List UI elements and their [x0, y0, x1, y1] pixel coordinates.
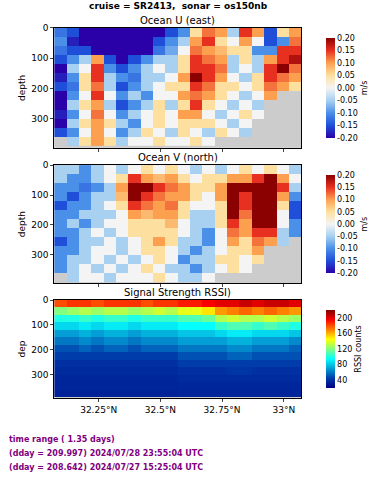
- svg-text:300: 300: [31, 250, 48, 260]
- svg-text:0.15: 0.15: [337, 183, 355, 192]
- svg-text:200: 200: [31, 345, 48, 355]
- svg-text:0.20: 0.20: [337, 34, 355, 43]
- svg-text:0: 0: [43, 295, 49, 305]
- svg-text:0.05: 0.05: [337, 208, 355, 217]
- svg-text:32.5°N: 32.5°N: [145, 405, 176, 415]
- svg-text:0: 0: [43, 160, 49, 170]
- svg-text:m/s: m/s: [360, 81, 369, 96]
- svg-text:-0.10: -0.10: [337, 109, 358, 118]
- svg-text:-0.15: -0.15: [337, 257, 358, 266]
- svg-text:0.05: 0.05: [337, 71, 355, 80]
- svg-text:100: 100: [31, 53, 48, 63]
- svg-text:300: 300: [31, 370, 48, 380]
- svg-text:32.25°N: 32.25°N: [80, 405, 117, 415]
- svg-text:0.20: 0.20: [337, 171, 355, 180]
- svg-text:0.00: 0.00: [337, 84, 355, 93]
- svg-text:33°N: 33°N: [272, 405, 295, 415]
- svg-text:120: 120: [337, 345, 352, 354]
- svg-text:dep: dep: [17, 340, 27, 357]
- svg-text:-0.05: -0.05: [337, 232, 358, 241]
- svg-text:cruise = SR2413, sonar = os15: cruise = SR2413, sonar = os150nb: [89, 1, 268, 11]
- svg-text:0.10: 0.10: [337, 59, 355, 68]
- svg-text:-0.05: -0.05: [337, 96, 358, 105]
- svg-text:Ocean V (north): Ocean V (north): [138, 152, 218, 163]
- svg-text:RSSI counts: RSSI counts: [354, 325, 363, 372]
- svg-text:depth: depth: [17, 75, 27, 101]
- svg-text:Signal Strength RSSI): Signal Strength RSSI): [124, 287, 231, 298]
- svg-text:time range ( 1.35 days): time range ( 1.35 days): [9, 435, 115, 444]
- svg-text:-0.20: -0.20: [337, 134, 358, 143]
- svg-text:depth: depth: [17, 211, 27, 237]
- svg-text:100: 100: [31, 190, 48, 200]
- svg-text:200: 200: [337, 314, 352, 323]
- svg-text:Ocean U (east): Ocean U (east): [140, 15, 215, 26]
- svg-text:0.00: 0.00: [337, 220, 355, 229]
- svg-text:200: 200: [31, 84, 48, 94]
- svg-text:-0.20: -0.20: [337, 269, 358, 278]
- svg-text:300: 300: [31, 114, 48, 124]
- svg-text:0.10: 0.10: [337, 195, 355, 204]
- svg-text:-0.15: -0.15: [337, 121, 358, 130]
- svg-text:m/s: m/s: [360, 217, 369, 232]
- svg-text:100: 100: [31, 320, 48, 330]
- svg-text:(dday = 209.997) 2024/07/28 23: (dday = 209.997) 2024/07/28 23:55:04 UTC: [9, 449, 203, 458]
- svg-text:0.15: 0.15: [337, 46, 355, 55]
- svg-text:-0.10: -0.10: [337, 244, 358, 253]
- svg-text:32.75°N: 32.75°N: [204, 405, 241, 415]
- svg-text:200: 200: [31, 220, 48, 230]
- svg-text:0: 0: [43, 23, 49, 33]
- svg-text:(dday = 208.642) 2024/07/27 15: (dday = 208.642) 2024/07/27 15:25:04 UTC: [9, 463, 203, 472]
- svg-text:80: 80: [337, 360, 347, 369]
- svg-text:40: 40: [337, 376, 347, 385]
- svg-text:160: 160: [337, 329, 352, 338]
